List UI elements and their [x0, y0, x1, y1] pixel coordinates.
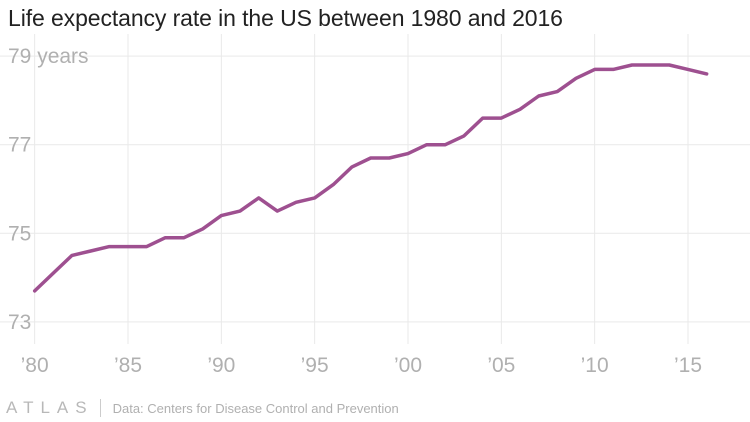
x-tick-label: ’15	[674, 354, 702, 377]
y-tick-label: 79 years	[8, 45, 89, 68]
x-tick-label: ’10	[581, 354, 609, 377]
y-tick-label: 75	[8, 222, 31, 245]
x-tick-label: ’05	[487, 354, 515, 377]
x-tick-label: ’85	[114, 354, 142, 377]
series-group	[32, 63, 709, 293]
x-axis-tick-labels: ’80 ’85 ’90 ’95 ’00 ’05 ’10 ’15	[21, 354, 702, 377]
footer: ATLAS Data: Centers for Disease Control …	[6, 398, 399, 418]
x-gridlines	[34, 34, 689, 344]
x-tick-label: ’95	[301, 354, 329, 377]
chart-title: Life expectancy rate in the US between 1…	[8, 5, 563, 31]
x-tick-label: ’90	[207, 354, 235, 377]
series-line	[32, 63, 709, 293]
atlas-logo: ATLAS	[6, 398, 94, 417]
x-tick-label: ’80	[21, 354, 49, 377]
y-tick-label: 73	[8, 311, 31, 334]
footer-divider	[99, 399, 101, 417]
y-axis-tick-labels: 73 75 77 79 years	[8, 45, 89, 334]
data-source: Data: Centers for Disease Control and Pr…	[112, 400, 399, 416]
y-gridlines	[0, 55, 750, 323]
x-tick-label: ’00	[394, 354, 422, 377]
y-tick-label: 77	[8, 134, 31, 157]
